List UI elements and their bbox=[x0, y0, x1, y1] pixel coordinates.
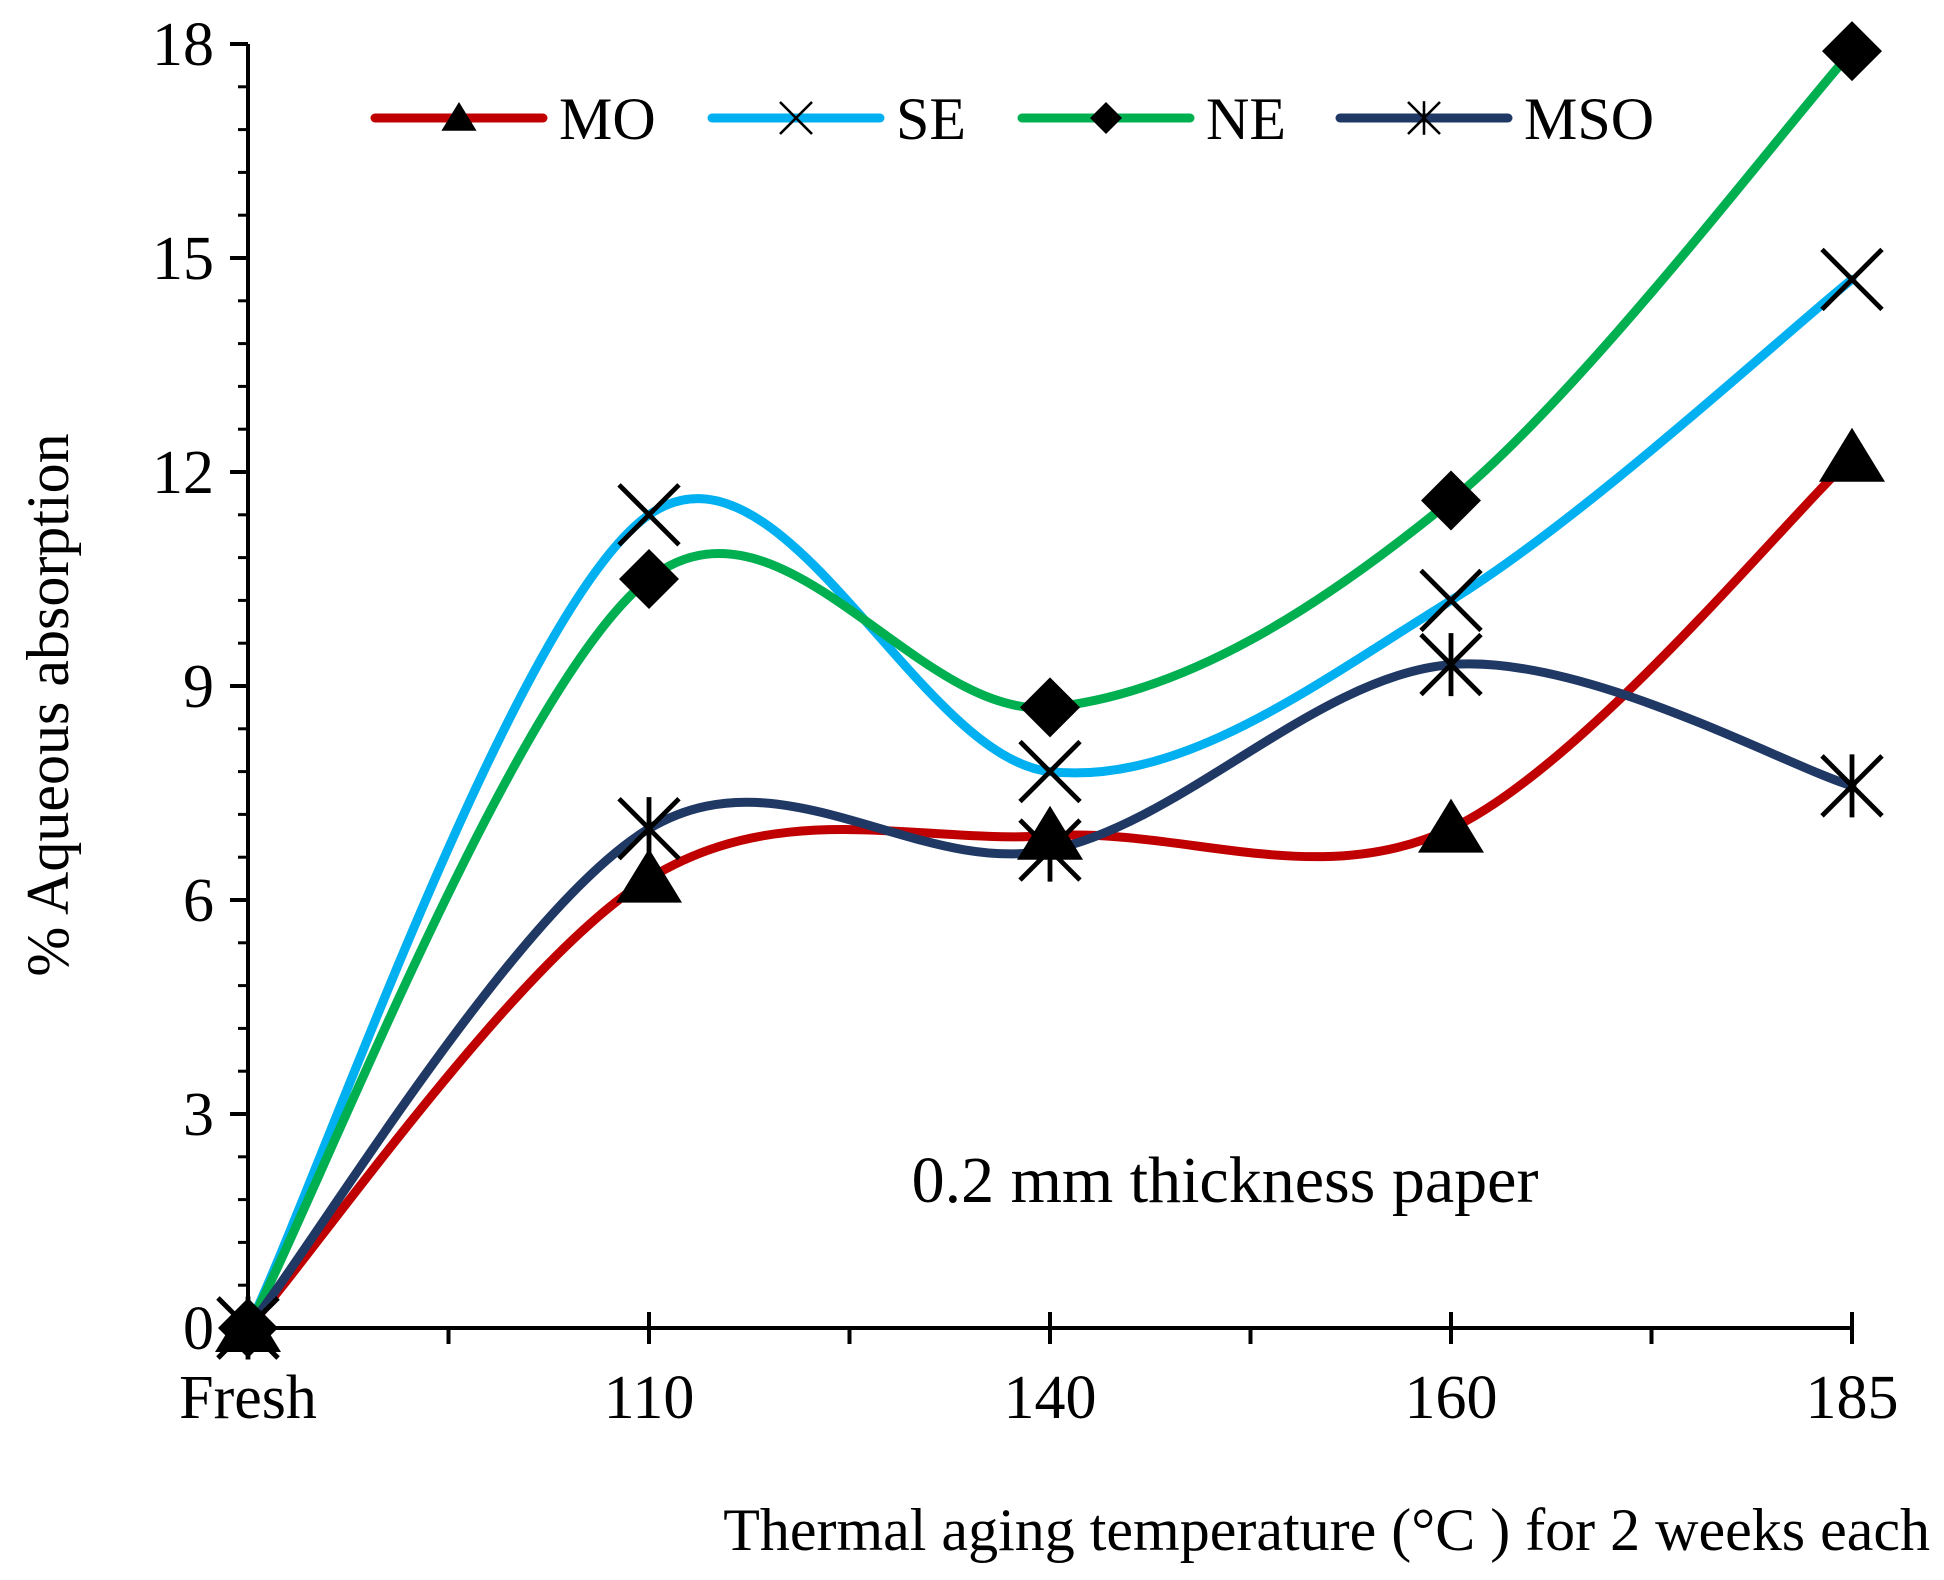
legend-label: NE bbox=[1206, 86, 1286, 152]
y-axis-label: % Aqueous absorption bbox=[15, 433, 81, 976]
data-point-se bbox=[1018, 739, 1082, 804]
series-line-ne bbox=[243, 46, 1857, 1333]
legend-marker-x-icon bbox=[779, 101, 813, 135]
legend-marker-triangle-icon bbox=[441, 102, 477, 131]
legend-item-ne: NE bbox=[1017, 86, 1286, 152]
x-tick-label: Fresh bbox=[179, 1364, 317, 1432]
y-tick-label: 6 bbox=[183, 867, 214, 935]
x-tick-label: 110 bbox=[604, 1364, 695, 1432]
data-point-ne bbox=[1020, 677, 1080, 738]
x-axis-label: Thermal aging temperature (°C ) for 2 we… bbox=[723, 1497, 1930, 1563]
legend-label: MSO bbox=[1524, 86, 1654, 152]
data-point-mso bbox=[1820, 754, 1884, 818]
ticks-layer: 0 3 6 9 12 15 18 Fresh 110 140 160 185 bbox=[152, 11, 1899, 1432]
data-point-mo bbox=[616, 848, 682, 903]
y-tick-label: 18 bbox=[152, 11, 214, 79]
legend-label: SE bbox=[896, 86, 966, 152]
data-point-mo bbox=[1819, 427, 1885, 482]
x-tick-label: 185 bbox=[1806, 1364, 1899, 1432]
data-point-mo bbox=[1418, 798, 1484, 853]
y-tick-label: 3 bbox=[183, 1081, 214, 1149]
data-point-ne bbox=[1822, 21, 1882, 82]
y-tick-label: 15 bbox=[152, 225, 214, 293]
legend-item-se: SE bbox=[707, 86, 966, 152]
y-tick-label: 12 bbox=[152, 439, 214, 507]
series-line-se bbox=[243, 274, 1857, 1333]
legend-item-mo: MO bbox=[370, 86, 656, 152]
data-point-mso bbox=[1018, 818, 1082, 882]
legend-marker-diamond-icon bbox=[1090, 102, 1122, 134]
data-point-mso bbox=[216, 1296, 280, 1360]
y-tick-label: 0 bbox=[183, 1295, 214, 1363]
y-tick-label: 9 bbox=[183, 653, 214, 721]
data-point-se bbox=[617, 483, 681, 547]
legend-item-mso: MSO bbox=[1335, 86, 1654, 152]
legend-marker-asterisk-icon bbox=[1407, 101, 1441, 135]
data-point-se bbox=[1419, 568, 1483, 633]
x-tick-label: 160 bbox=[1405, 1364, 1498, 1432]
x-tick-label: 140 bbox=[1004, 1364, 1097, 1432]
data-point-mso bbox=[617, 796, 681, 861]
data-point-mso bbox=[1419, 632, 1483, 697]
legend: MO SE NE MSO bbox=[370, 86, 1654, 152]
chart-annotation: 0.2 mm thickness paper bbox=[912, 1144, 1539, 1217]
data-point-ne bbox=[619, 549, 679, 609]
data-point-se bbox=[1820, 247, 1884, 312]
data-point-ne bbox=[1421, 470, 1481, 531]
series-markers-layer bbox=[215, 21, 1885, 1360]
legend-label: MO bbox=[559, 86, 656, 152]
